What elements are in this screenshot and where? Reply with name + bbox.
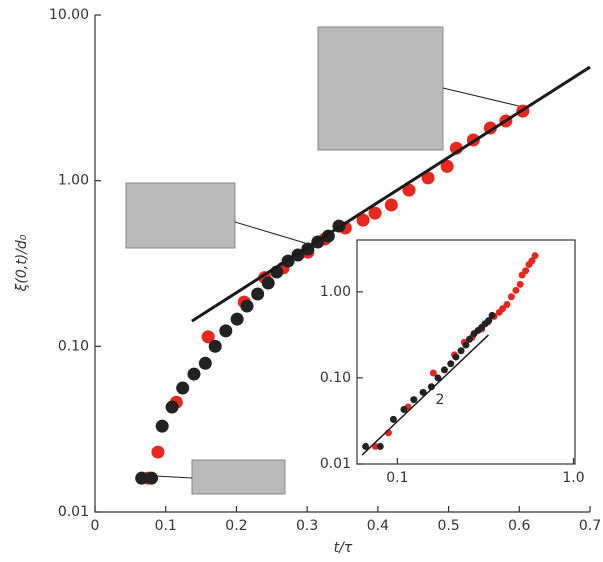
- point: [516, 280, 524, 288]
- point: [440, 159, 454, 173]
- point: [151, 445, 165, 459]
- y-tick-label: 0.01: [320, 456, 351, 472]
- point: [410, 396, 418, 404]
- point: [512, 286, 520, 294]
- point: [251, 287, 265, 301]
- point: [488, 311, 496, 319]
- point: [198, 356, 212, 370]
- x-tick-label: 0.5: [437, 518, 459, 534]
- point: [368, 206, 382, 220]
- point: [485, 317, 493, 325]
- x-tick-label: 1.0: [562, 470, 584, 486]
- point: [429, 369, 437, 377]
- point: [452, 353, 460, 361]
- y-axis-label: ξ(0,t)/d₀: [14, 234, 30, 292]
- point: [419, 388, 427, 396]
- point: [145, 471, 159, 485]
- point: [155, 419, 169, 433]
- x-tick-label: 0.1: [155, 518, 177, 534]
- point: [389, 415, 397, 423]
- y-tick-label: 0.01: [58, 504, 89, 520]
- point: [219, 324, 233, 338]
- y-tick-label: 1.00: [320, 284, 351, 300]
- point: [457, 347, 465, 355]
- x-tick-label: 0.7: [579, 518, 601, 534]
- point: [376, 442, 384, 450]
- x-tick-label: 0.4: [367, 518, 389, 534]
- droplet-image: [317, 26, 444, 151]
- fit-line: [191, 65, 591, 323]
- droplet-image: [191, 459, 286, 495]
- point: [240, 299, 254, 313]
- point: [230, 312, 244, 326]
- y-tick-label: 0.10: [58, 338, 89, 354]
- arrow: [154, 475, 193, 479]
- x-axis-label: t/τ: [334, 540, 353, 556]
- x-tick-label: 0.2: [225, 518, 247, 534]
- point: [208, 339, 222, 353]
- point: [499, 305, 507, 313]
- point: [384, 198, 398, 212]
- point: [528, 257, 536, 265]
- point: [531, 252, 539, 260]
- point: [187, 367, 201, 381]
- y-tick-label: 1.00: [58, 173, 89, 189]
- droplet-image: [125, 182, 236, 249]
- point: [440, 366, 448, 374]
- annotation: 2: [436, 392, 445, 408]
- point: [261, 276, 275, 290]
- fit-line: [361, 334, 489, 456]
- point: [201, 330, 215, 344]
- point: [434, 374, 442, 382]
- x-tick-label: 0: [91, 518, 100, 534]
- point: [400, 405, 408, 413]
- x-tick-label: 0.3: [296, 518, 318, 534]
- point: [356, 213, 370, 227]
- point: [176, 381, 190, 395]
- inset-frame: [356, 239, 576, 465]
- arrow: [442, 87, 524, 108]
- point: [421, 171, 435, 185]
- point: [402, 183, 416, 197]
- point: [462, 341, 470, 349]
- y-tick-label: 0.10: [320, 370, 351, 386]
- point: [135, 471, 149, 485]
- point: [165, 400, 179, 414]
- point: [466, 335, 474, 343]
- y-tick-label: 10.00: [49, 7, 89, 23]
- point: [522, 267, 530, 275]
- point: [503, 300, 511, 308]
- point: [507, 293, 515, 301]
- x-tick-label: 0.1: [386, 470, 408, 486]
- point: [362, 442, 370, 450]
- point: [447, 360, 455, 368]
- arrow: [234, 221, 306, 244]
- x-tick-label: 0.6: [508, 518, 530, 534]
